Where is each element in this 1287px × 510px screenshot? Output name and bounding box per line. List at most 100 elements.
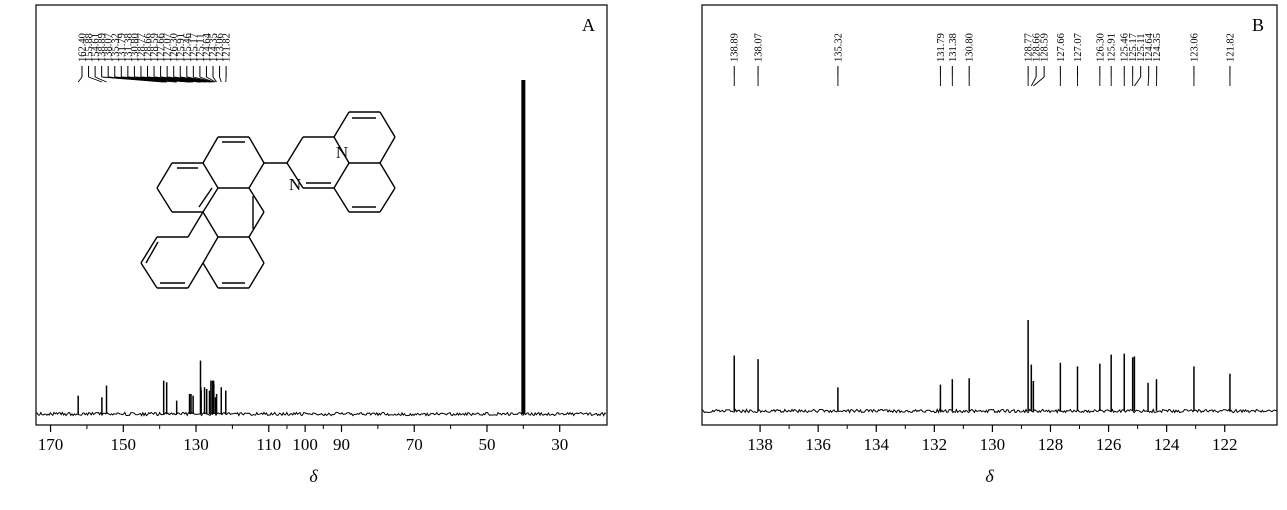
- x-tick-label: 30: [551, 435, 568, 454]
- spectrum-peak: [968, 378, 970, 411]
- peak-shift-label: 128.59: [1040, 33, 1051, 62]
- x-tick-label: 170: [38, 435, 64, 454]
- x-tick-label: 130: [980, 435, 1006, 454]
- spectrum-peak: [189, 394, 191, 414]
- spectrum-peak: [1060, 363, 1062, 411]
- bond: [203, 163, 218, 188]
- spectrum-peak: [1031, 365, 1033, 411]
- bond: [188, 263, 203, 288]
- atom-label-n: N: [336, 143, 348, 162]
- bond: [380, 163, 395, 188]
- molecule-structure: NN: [141, 112, 395, 288]
- peak-label-leader: [1148, 77, 1149, 86]
- x-tick-label: 50: [478, 435, 495, 454]
- panel-letter: A: [582, 15, 595, 35]
- bond: [380, 137, 395, 163]
- x-tick-label: 136: [805, 435, 831, 454]
- spectrum-peak: [163, 381, 165, 414]
- spectrum-peak: [225, 391, 227, 414]
- bond: [203, 263, 218, 288]
- atom-label-n: N: [289, 175, 301, 194]
- spectrum-peak: [1099, 364, 1101, 411]
- peak-shift-label: 123.06: [1189, 33, 1200, 62]
- bond: [203, 137, 218, 163]
- bond: [157, 163, 172, 188]
- bond: [334, 112, 349, 137]
- peak-shift-label: 121.82: [1225, 33, 1236, 62]
- peak-shift-label: 126.30: [1095, 33, 1106, 62]
- peak-shift-label: 131.38: [948, 33, 959, 62]
- spectrum-peak: [1134, 356, 1136, 411]
- bond: [380, 188, 395, 212]
- bond: [334, 188, 349, 212]
- spectrum-peak: [521, 80, 525, 414]
- bond: [249, 237, 264, 263]
- spectrum-peak: [101, 397, 103, 414]
- spectrum-peak: [210, 381, 212, 414]
- spectrum-peak: [166, 382, 168, 414]
- peak-shift-label: 125.91: [1107, 33, 1118, 62]
- bond: [287, 137, 303, 163]
- spectrum-peak: [1229, 374, 1231, 411]
- x-tick-label: 126: [1096, 435, 1122, 454]
- spectrum-peak: [1033, 381, 1035, 411]
- bond: [203, 188, 218, 212]
- bond: [203, 212, 218, 237]
- peak-label-leader: [1134, 77, 1140, 86]
- x-axis-title: δ: [309, 466, 318, 486]
- x-tick-label: 134: [863, 435, 889, 454]
- spectrum-peak: [940, 385, 942, 411]
- plot-frame: [702, 5, 1277, 425]
- spectrum-peak: [192, 396, 194, 414]
- x-tick-label: 124: [1154, 435, 1180, 454]
- bond: [157, 188, 172, 212]
- peak-shift-label: 127.07: [1073, 33, 1084, 62]
- bond: [249, 212, 264, 237]
- spectrum-peak: [1193, 366, 1195, 411]
- bond: [249, 263, 264, 288]
- spectrum-peak: [77, 396, 79, 414]
- spectrum-peak: [1132, 357, 1134, 411]
- spectrum-peak: [209, 391, 211, 414]
- spectrum-peak: [204, 387, 206, 414]
- peak-label-leader: [220, 77, 222, 82]
- bond: [203, 237, 218, 263]
- x-tick-label: 130: [183, 435, 209, 454]
- spectrum-peak: [221, 387, 223, 414]
- spectrum-peak: [952, 379, 954, 411]
- spectrum-peak: [106, 386, 108, 414]
- x-tick-label: 100: [292, 435, 318, 454]
- spectrum-peak: [213, 384, 215, 414]
- bond: [249, 163, 264, 188]
- spectrum-peak: [1027, 320, 1029, 411]
- spectrum-peak: [216, 394, 218, 414]
- x-tick-label: 70: [406, 435, 423, 454]
- panel-letter: B: [1252, 15, 1264, 35]
- spectrum-peak: [1156, 379, 1158, 411]
- spectrum-peak: [1123, 354, 1125, 411]
- x-tick-label: 90: [333, 435, 350, 454]
- spectrum-peak: [837, 387, 839, 411]
- spectrum-peak: [757, 359, 759, 411]
- peak-shift-label: 130.80: [965, 33, 976, 62]
- baseline-noise: [36, 412, 606, 415]
- peak-shift-label: 127.66: [1056, 33, 1067, 62]
- x-tick-label: 150: [111, 435, 137, 454]
- peak-shift-label: 121.82: [222, 33, 233, 62]
- spectrum-peak: [206, 389, 208, 414]
- peak-shift-label: 138.89: [730, 33, 741, 62]
- bond: [249, 137, 264, 163]
- x-tick-label: 138: [747, 435, 773, 454]
- spectrum-peak: [200, 391, 202, 414]
- spectrum-peak: [176, 401, 178, 414]
- bond: [199, 188, 212, 207]
- x-tick-label: 132: [922, 435, 948, 454]
- bond: [380, 112, 395, 137]
- peak-shift-label: 131.79: [936, 33, 947, 62]
- bond: [334, 163, 349, 188]
- spectrum-peak: [1147, 383, 1149, 411]
